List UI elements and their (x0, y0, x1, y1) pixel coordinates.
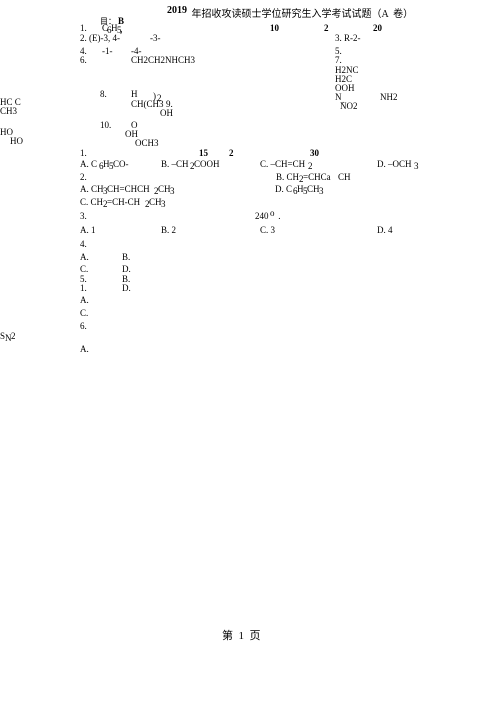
body-text-fragment: 2 (324, 23, 329, 33)
page-title-year: 2019 (167, 5, 187, 16)
body-text-fragment: A. (80, 344, 89, 354)
body-text-fragment: NH2 (380, 92, 398, 102)
body-text-fragment: C. –CH=CH (260, 159, 305, 169)
body-text-fragment: =CH-CH (107, 197, 140, 207)
body-text-fragment: OH (160, 108, 173, 118)
body-text-fragment: 2 (11, 331, 16, 341)
body-text-fragment: 10 (270, 23, 279, 33)
body-text-fragment: C. (80, 308, 88, 318)
body-text-fragment: 20 (373, 23, 382, 33)
body-text-fragment: o (270, 208, 275, 218)
body-text-fragment: A. C (80, 159, 97, 169)
body-text-fragment: CH=CHCH (107, 184, 150, 194)
body-text-fragment: B. 2 (161, 225, 176, 235)
body-text-fragment: 15 (199, 148, 208, 158)
body-text-fragment: B. (122, 252, 130, 262)
body-text-fragment: 6. (80, 55, 87, 65)
page-title-rest: 年招收攻读硕士学位研究生入学考试试题（A 卷） (189, 5, 413, 20)
body-text-fragment: OCH3 (135, 138, 159, 148)
body-text-fragment: A. 1 (80, 225, 96, 235)
body-text-fragment: 3 (161, 199, 166, 209)
body-text-fragment: B. CH (276, 172, 299, 182)
body-text-fragment: A. CH (80, 184, 104, 194)
body-text-fragment: 3 (319, 186, 324, 196)
body-text-fragment: CO- (113, 159, 129, 169)
body-text-fragment: 4. (80, 239, 87, 249)
body-text-fragment: ， (119, 23, 128, 36)
body-text-fragment: 2 (308, 161, 313, 171)
body-text-fragment: 8. (100, 89, 107, 99)
body-text-fragment: 10. (100, 120, 111, 130)
page-footer: 第 1 页 (222, 627, 261, 643)
body-text-fragment: . (276, 211, 281, 221)
body-text-fragment: C. CH (80, 197, 103, 207)
body-text-fragment: C. (80, 264, 88, 274)
body-text-fragment: 1. (80, 148, 87, 158)
body-text-fragment: D. (122, 264, 131, 274)
body-text-fragment: 240 (255, 211, 269, 221)
body-text-fragment: CH (158, 184, 171, 194)
body-text-fragment: HO (10, 136, 23, 146)
body-text-fragment: =CHCa (303, 172, 331, 182)
body-text-fragment: CH (338, 172, 351, 182)
body-text-fragment: NO2 (340, 101, 358, 111)
body-text-fragment: B. –CH (161, 159, 189, 169)
body-text-fragment: 1. (80, 283, 87, 293)
body-text-fragment: -1- (102, 46, 113, 56)
body-text-fragment: 3 (414, 161, 419, 171)
body-text-fragment: CH3 (0, 106, 17, 116)
body-text-fragment: 7. (335, 55, 342, 65)
body-text-fragment: D. –OCH (377, 159, 412, 169)
body-text-fragment: 3 (170, 186, 175, 196)
body-text-fragment: COOH (194, 159, 220, 169)
body-text-fragment: A. (80, 295, 89, 305)
body-text-fragment: 3. R-2- (335, 33, 361, 43)
body-text-fragment: 2 (229, 148, 234, 158)
body-text-fragment: A. (80, 252, 89, 262)
body-text-fragment: 6. (80, 321, 87, 331)
body-text-fragment: 3. (80, 211, 87, 221)
body-text-fragment: 2. (E)-3, 4- (80, 33, 120, 43)
body-text-fragment: D. 4 (377, 225, 393, 235)
body-text-fragment: 1. (80, 23, 87, 33)
body-text-fragment: CH (149, 197, 162, 207)
body-text-fragment: CH2CH2NHCH3 (131, 55, 195, 65)
body-text-fragment: CH(CH3 (131, 99, 164, 109)
body-text-fragment: CH (307, 184, 320, 194)
body-text-fragment: H (131, 89, 138, 99)
body-text-fragment: D. (122, 283, 131, 293)
body-text-fragment: 2. (80, 172, 87, 182)
body-text-fragment: D. C (275, 184, 292, 194)
body-text-fragment: C. 3 (260, 225, 275, 235)
body-text-fragment: -3- (150, 33, 161, 43)
body-text-fragment: 30 (310, 148, 319, 158)
